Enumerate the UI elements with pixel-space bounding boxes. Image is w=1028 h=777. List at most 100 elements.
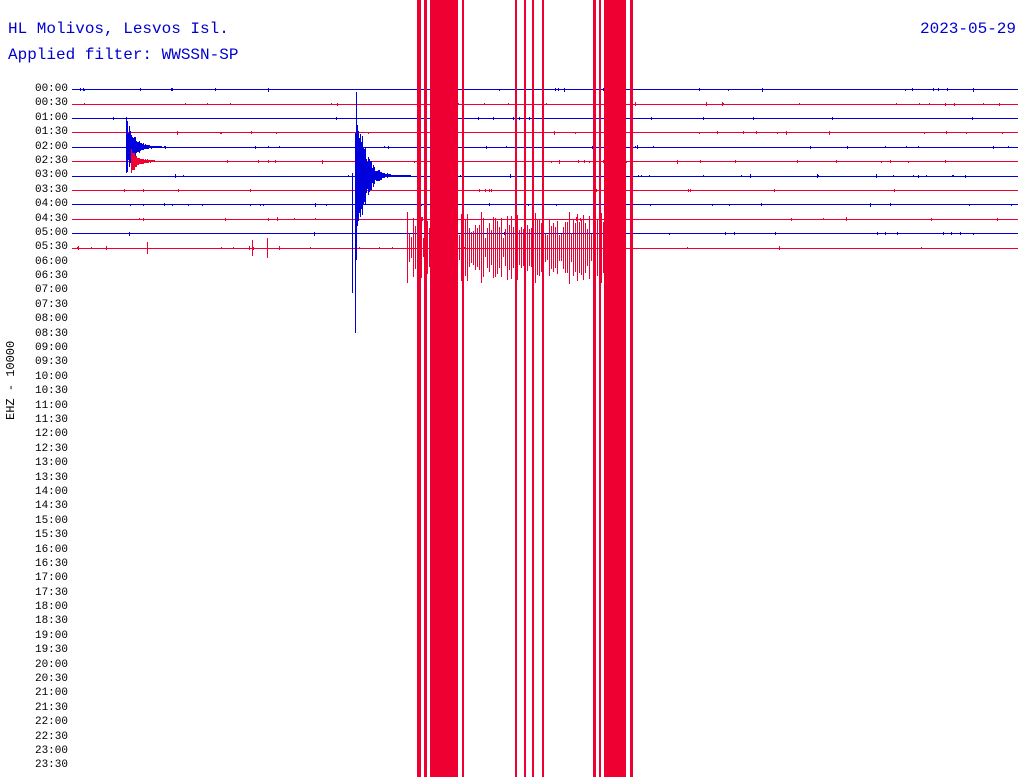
trace-noise bbox=[207, 103, 208, 105]
seismic-noise-band bbox=[447, 223, 448, 273]
seismic-noise-band bbox=[479, 225, 480, 270]
trace-baseline bbox=[72, 204, 1018, 205]
trace-noise bbox=[276, 132, 277, 134]
seismic-noise-band bbox=[411, 237, 412, 258]
trace-noise bbox=[780, 233, 781, 234]
seismic-noise-band bbox=[601, 213, 602, 283]
trace-noise bbox=[729, 204, 730, 206]
seismic-noise-band bbox=[423, 238, 424, 257]
trace-noise bbox=[268, 146, 269, 148]
trace-noise bbox=[384, 146, 385, 148]
trace-noise bbox=[215, 88, 216, 92]
trace-noise bbox=[699, 132, 700, 134]
trace-noise bbox=[717, 131, 718, 134]
trace-noise bbox=[310, 247, 311, 249]
seismic-noise-band bbox=[449, 222, 450, 272]
trace-noise bbox=[954, 103, 955, 106]
trace-noise bbox=[578, 160, 579, 162]
trace-noise bbox=[414, 161, 415, 163]
trace-noise bbox=[128, 233, 129, 235]
y-axis-label: EHZ - 10000 bbox=[4, 341, 18, 420]
trace-noise bbox=[124, 118, 125, 119]
time-tick: 13:30 bbox=[32, 471, 68, 485]
trace-noise bbox=[641, 175, 642, 177]
seismic-noise-band bbox=[471, 232, 472, 263]
trace-noise bbox=[559, 160, 560, 164]
seismic-noise-band bbox=[469, 228, 470, 266]
seismic-noise-band bbox=[525, 222, 526, 273]
trace-noise bbox=[952, 175, 953, 178]
trace-noise bbox=[848, 118, 849, 120]
time-tick: 03:00 bbox=[32, 168, 68, 182]
seismic-noise-band bbox=[441, 216, 442, 280]
trace-noise bbox=[422, 217, 423, 221]
saturated-spike bbox=[524, 0, 526, 777]
trace-noise bbox=[913, 175, 914, 176]
trace-noise bbox=[485, 189, 486, 193]
seismic-noise-band bbox=[453, 230, 454, 266]
trace-noise bbox=[178, 189, 179, 192]
trace-noise bbox=[130, 204, 131, 205]
trace-noise bbox=[279, 146, 280, 148]
trace-noise bbox=[735, 160, 736, 163]
time-tick: 13:00 bbox=[32, 456, 68, 470]
trace-noise bbox=[846, 217, 847, 221]
seismic-noise-band bbox=[545, 233, 546, 261]
time-tick: 22:30 bbox=[32, 730, 68, 744]
seismic-noise-band bbox=[419, 221, 420, 275]
trace-noise bbox=[678, 190, 679, 192]
trace-noise bbox=[78, 246, 79, 250]
trace-noise bbox=[999, 103, 1000, 106]
trace-noise bbox=[279, 246, 280, 250]
trace-noise bbox=[185, 103, 186, 105]
trace-noise bbox=[969, 204, 970, 206]
trace-noise bbox=[885, 232, 886, 235]
trace-noise bbox=[172, 204, 173, 206]
trace-noise bbox=[84, 89, 85, 91]
trace-noise bbox=[82, 204, 83, 205]
trace-noise bbox=[359, 247, 360, 248]
time-tick: 00:00 bbox=[32, 82, 68, 96]
seismic-noise-band bbox=[579, 222, 580, 273]
trace-noise bbox=[202, 204, 203, 206]
trace-noise bbox=[669, 233, 670, 235]
seismic-noise-band bbox=[439, 228, 440, 267]
seismic-noise-band bbox=[473, 231, 474, 265]
trace-noise bbox=[836, 160, 837, 163]
seismic-burst bbox=[161, 161, 162, 162]
trace-baseline bbox=[72, 118, 1018, 119]
seismic-onset bbox=[356, 92, 357, 260]
trace-noise bbox=[139, 218, 140, 220]
trace-noise bbox=[953, 175, 954, 178]
trace-noise bbox=[905, 89, 906, 91]
trace-noise bbox=[188, 204, 189, 206]
trace-noise bbox=[687, 247, 688, 249]
time-tick: 19:00 bbox=[32, 629, 68, 643]
trace-noise bbox=[943, 232, 944, 235]
seismic-noise-band bbox=[535, 213, 536, 283]
time-tick: 19:30 bbox=[32, 643, 68, 657]
seismic-noise-band bbox=[467, 214, 468, 281]
trace-baseline bbox=[72, 190, 1018, 191]
seismic-noise-band bbox=[515, 229, 516, 265]
time-tick: 15:30 bbox=[32, 528, 68, 542]
trace-baseline bbox=[72, 147, 1018, 148]
trace-noise bbox=[510, 174, 511, 177]
trace-noise bbox=[122, 248, 123, 249]
seismic-noise-band bbox=[573, 220, 574, 276]
seismic-noise-band bbox=[519, 230, 520, 265]
station-name: HL Molivos, Lesvos Isl. bbox=[8, 20, 229, 38]
seismic-noise-band bbox=[487, 228, 488, 268]
trace-noise bbox=[108, 118, 109, 120]
trace-noise bbox=[810, 146, 811, 149]
trace-noise bbox=[131, 233, 132, 234]
seismic-noise-band bbox=[521, 227, 522, 268]
seismic-noise-band bbox=[583, 215, 584, 280]
trace-noise bbox=[753, 117, 754, 120]
trace-noise bbox=[348, 175, 349, 177]
trace-noise bbox=[909, 248, 910, 249]
time-tick: 20:00 bbox=[32, 658, 68, 672]
trace-noise bbox=[759, 118, 760, 119]
time-tick: 08:00 bbox=[32, 312, 68, 326]
trace-noise bbox=[945, 160, 946, 163]
